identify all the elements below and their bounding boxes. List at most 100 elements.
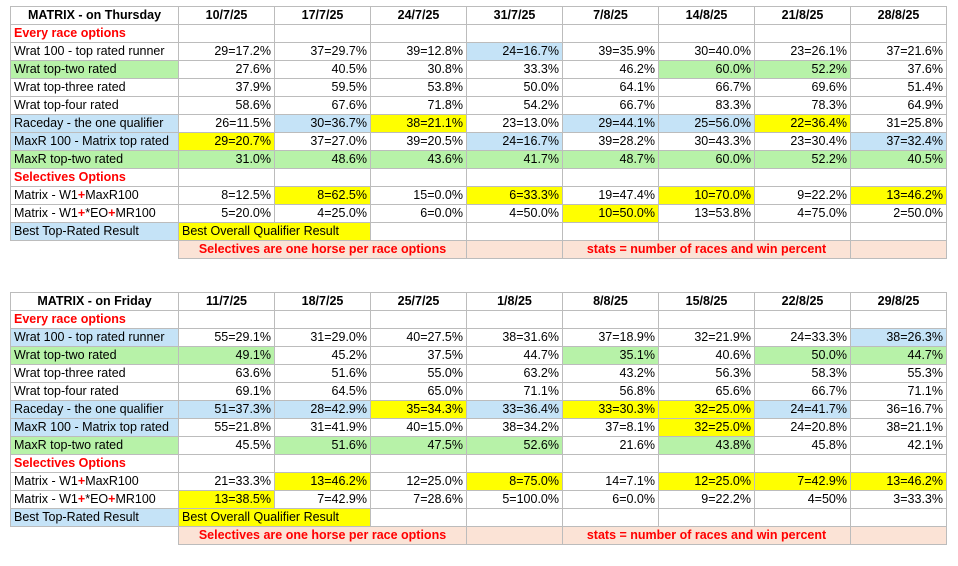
value-cell[interactable]: 60.0%: [658, 150, 755, 169]
empty-cell[interactable]: [466, 454, 563, 473]
value-cell[interactable]: 29=20.7%: [178, 132, 275, 151]
value-cell[interactable]: 38=21.1%: [370, 114, 467, 133]
value-cell[interactable]: 24=33.3%: [754, 328, 851, 347]
empty-cell[interactable]: [466, 222, 563, 241]
value-cell[interactable]: 4=25.0%: [274, 204, 371, 223]
value-cell[interactable]: 66.7%: [754, 382, 851, 401]
empty-cell[interactable]: [658, 454, 755, 473]
empty-cell[interactable]: [562, 310, 659, 329]
date-header[interactable]: 14/8/25: [658, 6, 755, 25]
date-header[interactable]: 8/8/25: [562, 292, 659, 311]
value-cell[interactable]: 48.7%: [562, 150, 659, 169]
date-header[interactable]: 21/8/25: [754, 6, 851, 25]
date-header[interactable]: 31/7/25: [466, 6, 563, 25]
value-cell[interactable]: 13=46.2%: [274, 472, 371, 491]
value-cell[interactable]: 40.5%: [274, 60, 371, 79]
value-cell[interactable]: 66.7%: [562, 96, 659, 115]
value-cell[interactable]: 59.5%: [274, 78, 371, 97]
empty-cell[interactable]: [562, 454, 659, 473]
value-cell[interactable]: 38=26.3%: [850, 328, 947, 347]
value-cell[interactable]: 50.0%: [466, 78, 563, 97]
value-cell[interactable]: 45.8%: [754, 436, 851, 455]
date-header[interactable]: 25/7/25: [370, 292, 467, 311]
value-cell[interactable]: 52.2%: [754, 150, 851, 169]
date-header[interactable]: 29/8/25: [850, 292, 947, 311]
value-cell[interactable]: 55=21.8%: [178, 418, 275, 437]
value-cell[interactable]: 33=36.4%: [466, 400, 563, 419]
value-cell[interactable]: 28=42.9%: [274, 400, 371, 419]
value-cell[interactable]: 56.8%: [562, 382, 659, 401]
value-cell[interactable]: 30=36.7%: [274, 114, 371, 133]
value-cell[interactable]: 23=26.1%: [754, 42, 851, 61]
value-cell[interactable]: 21=33.3%: [178, 472, 275, 491]
value-cell[interactable]: 64.1%: [562, 78, 659, 97]
value-cell[interactable]: 5=100.0%: [466, 490, 563, 509]
value-cell[interactable]: 3=33.3%: [850, 490, 947, 509]
empty-cell[interactable]: [658, 222, 755, 241]
empty-cell[interactable]: [274, 454, 371, 473]
value-cell[interactable]: 35=34.3%: [370, 400, 467, 419]
value-cell[interactable]: 8=75.0%: [466, 472, 563, 491]
value-cell[interactable]: 41.7%: [466, 150, 563, 169]
empty-cell[interactable]: [370, 24, 467, 43]
value-cell[interactable]: 37.9%: [178, 78, 275, 97]
value-cell[interactable]: 39=20.5%: [370, 132, 467, 151]
value-cell[interactable]: 23=13.0%: [466, 114, 563, 133]
empty-cell[interactable]: [466, 168, 563, 187]
date-header[interactable]: 11/7/25: [178, 292, 275, 311]
empty-cell[interactable]: [370, 508, 467, 527]
empty-cell[interactable]: [658, 168, 755, 187]
value-cell[interactable]: 58.3%: [754, 364, 851, 383]
value-cell[interactable]: 38=21.1%: [850, 418, 947, 437]
date-header[interactable]: 10/7/25: [178, 6, 275, 25]
value-cell[interactable]: 42.1%: [850, 436, 947, 455]
value-cell[interactable]: 13=46.2%: [850, 472, 947, 491]
value-cell[interactable]: 64.5%: [274, 382, 371, 401]
value-cell[interactable]: 55.3%: [850, 364, 947, 383]
value-cell[interactable]: 33.3%: [466, 60, 563, 79]
empty-cell[interactable]: [850, 168, 947, 187]
empty-cell[interactable]: [370, 222, 467, 241]
value-cell[interactable]: 64.9%: [850, 96, 947, 115]
empty-cell[interactable]: [274, 24, 371, 43]
empty-cell[interactable]: [466, 508, 563, 527]
empty-cell[interactable]: [754, 168, 851, 187]
value-cell[interactable]: 51.4%: [850, 78, 947, 97]
value-cell[interactable]: 29=44.1%: [562, 114, 659, 133]
value-cell[interactable]: 37=21.6%: [850, 42, 947, 61]
row-label[interactable]: Wrat top-three rated: [10, 364, 179, 383]
value-cell[interactable]: 37=32.4%: [850, 132, 947, 151]
value-cell[interactable]: 44.7%: [466, 346, 563, 365]
value-cell[interactable]: 83.3%: [658, 96, 755, 115]
empty-cell[interactable]: [850, 310, 947, 329]
value-cell[interactable]: 31=41.9%: [274, 418, 371, 437]
date-header[interactable]: 7/8/25: [562, 6, 659, 25]
value-cell[interactable]: 66.7%: [658, 78, 755, 97]
row-label[interactable]: Wrat top-four rated: [10, 96, 179, 115]
empty-cell[interactable]: [754, 508, 851, 527]
empty-cell[interactable]: [562, 168, 659, 187]
row-label[interactable]: MaxR top-two rated: [10, 150, 179, 169]
value-cell[interactable]: 21.6%: [562, 436, 659, 455]
empty-cell[interactable]: [850, 454, 947, 473]
row-label[interactable]: Matrix - W1+*EO+MR100: [10, 490, 179, 509]
value-cell[interactable]: 23=30.4%: [754, 132, 851, 151]
value-cell[interactable]: 43.2%: [562, 364, 659, 383]
value-cell[interactable]: 32=21.9%: [658, 328, 755, 347]
value-cell[interactable]: 31=29.0%: [274, 328, 371, 347]
value-cell[interactable]: 39=12.8%: [370, 42, 467, 61]
value-cell[interactable]: 45.2%: [274, 346, 371, 365]
value-cell[interactable]: 51.6%: [274, 364, 371, 383]
empty-cell[interactable]: [754, 310, 851, 329]
value-cell[interactable]: 30.8%: [370, 60, 467, 79]
value-cell[interactable]: 53.8%: [370, 78, 467, 97]
value-cell[interactable]: 52.6%: [466, 436, 563, 455]
value-cell[interactable]: 48.6%: [274, 150, 371, 169]
empty-cell[interactable]: [370, 454, 467, 473]
value-cell[interactable]: 6=0.0%: [370, 204, 467, 223]
value-cell[interactable]: 37=27.0%: [274, 132, 371, 151]
value-cell[interactable]: 32=25.0%: [658, 400, 755, 419]
value-cell[interactable]: 13=38.5%: [178, 490, 275, 509]
value-cell[interactable]: 37.6%: [850, 60, 947, 79]
empty-cell[interactable]: [658, 24, 755, 43]
